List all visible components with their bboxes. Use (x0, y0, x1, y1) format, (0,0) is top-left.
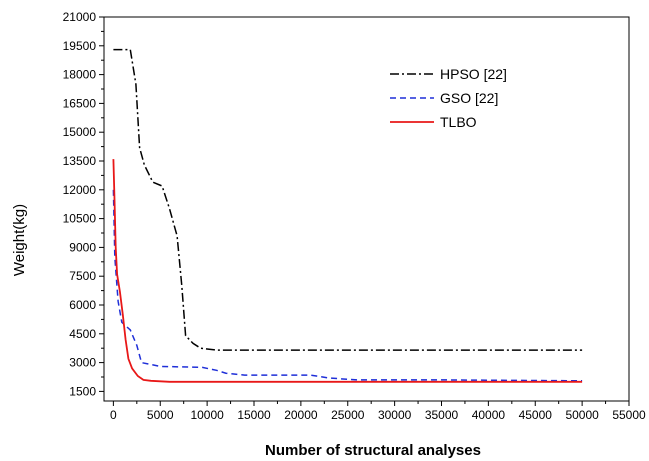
x-tick-label: 20000 (284, 408, 318, 422)
x-tick-label: 30000 (378, 408, 412, 422)
y-tick-label: 7500 (69, 269, 96, 283)
legend-label: GSO [22] (440, 90, 498, 106)
x-tick-label: 35000 (425, 408, 459, 422)
y-tick-label: 10500 (63, 212, 97, 226)
y-tick-label: 19500 (63, 39, 97, 53)
y-tick-label: 1500 (69, 384, 96, 398)
x-tick-label: 50000 (565, 408, 599, 422)
series-line-hpso-22 (113, 48, 583, 351)
x-tick-label: 45000 (519, 408, 553, 422)
y-tick-label: 4500 (69, 327, 96, 341)
x-tick-label: 40000 (472, 408, 506, 422)
series-line-gso-22 (112, 189, 583, 382)
plot-frame (103, 16, 630, 402)
legend: HPSO [22] GSO [22] TLBO (390, 66, 507, 130)
x-tick-label: 5000 (147, 408, 174, 422)
y-tick-label: 12000 (63, 183, 97, 197)
x-tick-label: 25000 (331, 408, 365, 422)
legend-label: HPSO [22] (440, 66, 507, 82)
y-tick-label: 3000 (69, 356, 96, 370)
y-tick-label: 9000 (69, 240, 96, 254)
x-tick-label: 0 (110, 408, 117, 422)
legend-label: TLBO (440, 114, 477, 130)
y-tick-label: 18000 (63, 68, 97, 82)
x-tick-label: 55000 (612, 408, 646, 422)
y-tick-label: 16500 (63, 96, 97, 110)
x-tick-label: 15000 (237, 408, 271, 422)
x-tick-label: 10000 (190, 408, 224, 422)
series-lines (112, 48, 583, 383)
y-tick-label: 15000 (63, 125, 97, 139)
axes: 0 5000 10000 15000 20000 25000 30000 35000 40000… (63, 10, 646, 422)
y-tick-label: 6000 (69, 298, 96, 312)
y-axis-title: Weight(kg) (11, 204, 28, 276)
x-axis-title: Number of structural analyses (265, 442, 481, 459)
y-tick-label: 13500 (63, 154, 97, 168)
y-tick-label: 21000 (63, 10, 97, 24)
series-line-tlbo (112, 159, 583, 383)
